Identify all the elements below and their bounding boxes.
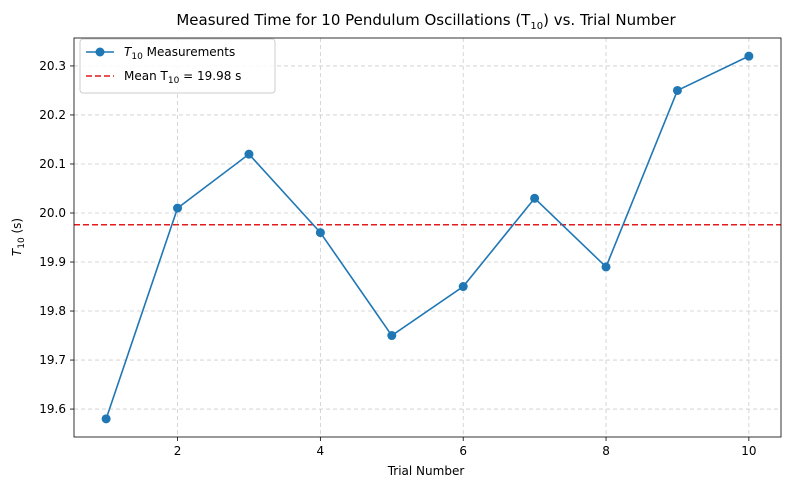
legend-mean-label: Mean T10 = 19.98 s (124, 69, 241, 86)
legend-mean-tail: = 19.98 s (179, 69, 241, 83)
x-axis-ticks: 2 4 6 8 10 (174, 437, 757, 458)
y-tick-label: 20.2 (39, 108, 66, 122)
data-point (315, 228, 325, 238)
y-tick-label: 20.0 (39, 206, 66, 220)
data-point (244, 149, 254, 159)
legend-series-name: T (124, 45, 133, 59)
legend-mean-name: Mean T (124, 69, 169, 83)
x-tick-label: 6 (459, 444, 467, 458)
y-tick-label: 19.8 (39, 304, 66, 318)
legend-series-subscript: 10 (131, 52, 143, 62)
plot-frame (73, 37, 782, 438)
legend-series-marker (95, 47, 105, 57)
y-tick-label: 19.6 (39, 402, 66, 416)
x-tick-label: 8 (602, 444, 610, 458)
chart-title-subscript: 10 (530, 21, 543, 32)
x-tick-label: 10 (741, 444, 756, 458)
legend-box (79, 38, 276, 94)
data-point (458, 282, 468, 292)
x-tick-label: 2 (174, 444, 182, 458)
y-tick-label: 20.3 (39, 59, 66, 73)
series-layer (101, 51, 754, 424)
data-point (387, 331, 397, 341)
y-axis-label-tail: (s) (10, 218, 24, 237)
y-axis-label-subscript: 10 (17, 237, 27, 249)
data-point (173, 203, 183, 213)
chart-title: Measured Time for 10 Pendulum Oscillatio… (176, 11, 676, 32)
y-axis-label: T10 (s) (10, 218, 27, 256)
data-point (101, 414, 111, 424)
x-tick-label: 4 (317, 444, 325, 458)
data-point (672, 85, 682, 95)
legend-series-label: T10 Measurements (124, 45, 235, 62)
data-point (601, 262, 611, 272)
y-axis-label-main: T (10, 247, 24, 256)
chart-title-main: Measured Time for 10 Pendulum Oscillatio… (176, 11, 531, 29)
y-tick-label: 19.7 (39, 353, 66, 367)
data-point (530, 193, 540, 203)
series-line (105, 55, 750, 420)
legend-series-tail: Measurements (143, 45, 235, 59)
legend: T10 Measurements Mean T10 = 19.98 s (79, 38, 276, 94)
y-axis-ticks: 19.6 19.7 19.8 19.9 20.0 20.1 20.2 20.3 (39, 59, 74, 416)
y-tick-label: 20.1 (39, 157, 66, 171)
data-point (744, 51, 754, 61)
grid (74, 38, 781, 437)
legend-mean-subscript: 10 (168, 76, 180, 86)
x-axis-label: Trial Number (387, 464, 465, 478)
chart-title-tail: ) vs. Trial Number (543, 11, 676, 29)
y-tick-label: 19.9 (39, 255, 66, 269)
